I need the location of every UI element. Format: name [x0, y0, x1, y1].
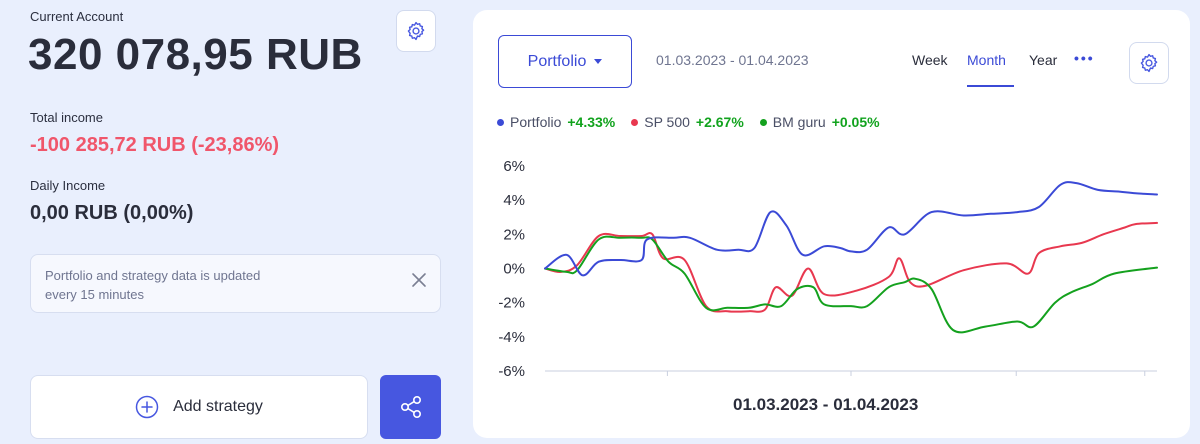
y-tick-label: 0% [503, 261, 525, 278]
more-options-button[interactable]: ••• [1074, 50, 1095, 66]
legend-dot-bmguru [759, 118, 767, 126]
date-range: 01.03.2023 - 01.04.2023 [656, 52, 809, 68]
share-button[interactable] [380, 375, 441, 439]
daily-income-label: Daily Income [30, 178, 106, 193]
series-line-sp-500 [544, 221, 1158, 313]
legend-dot-sp500 [631, 118, 639, 126]
account-settings-button[interactable] [396, 10, 436, 52]
account-summary: Current Account 320 078,95 RUB Total inc… [0, 0, 460, 444]
legend-change: +4.33% [567, 114, 616, 130]
legend-change: +0.05% [831, 114, 880, 130]
update-notice: Portfolio and strategy data is updated e… [30, 254, 441, 313]
gear-icon [1140, 53, 1158, 73]
gear-icon [407, 21, 425, 41]
notice-line-1: Portfolio and strategy data is updated [45, 268, 261, 283]
share-icon [400, 395, 421, 418]
series-line-portfolio [544, 181, 1158, 277]
plus-circle-icon [135, 395, 159, 419]
legend-item-portfolio[interactable]: Portfolio +4.33% [497, 114, 615, 130]
performance-chart: 6% 4% 2% 0% -2% -4% -6% [498, 158, 1158, 380]
y-tick-label: 2% [503, 226, 525, 243]
series-line-bm-guru [544, 235, 1158, 334]
notice-close-button[interactable] [408, 269, 430, 291]
chart-settings-button[interactable] [1129, 42, 1169, 84]
y-tick-label: 4% [503, 192, 525, 209]
chevron-down-icon [594, 59, 603, 64]
total-income-value: -100 285,72 RUB (-23,86%) [30, 134, 280, 156]
total-income-label: Total income [30, 110, 103, 125]
portfolio-dropdown[interactable]: Portfolio [498, 35, 632, 88]
legend-item-bmguru[interactable]: BM guru +0.05% [759, 114, 880, 130]
chart-legend: Portfolio +4.33% SP 500 +2.67% BM guru +… [497, 114, 880, 130]
tab-week[interactable]: Week [912, 52, 948, 68]
chart-panel: Portfolio 01.03.2023 - 01.04.2023 Week M… [473, 10, 1190, 438]
add-strategy-label: Add strategy [173, 398, 263, 415]
legend-name: Portfolio [510, 114, 562, 130]
current-account-value: 320 078,95 RUB [28, 30, 363, 79]
close-icon [412, 273, 426, 287]
y-tick-label: 6% [503, 158, 525, 175]
x-axis-range-label: 01.03.2023 - 01.04.2023 [733, 395, 919, 414]
y-tick-label: -2% [498, 295, 525, 312]
notice-text: Portfolio and strategy data is updated e… [45, 266, 335, 304]
daily-income-value: 0,00 RUB (0,00%) [30, 202, 194, 224]
portfolio-dropdown-label: Portfolio [527, 52, 587, 70]
legend-dot-portfolio [497, 118, 504, 126]
legend-change: +2.67% [695, 114, 744, 130]
add-strategy-button[interactable]: Add strategy [30, 375, 368, 439]
legend-item-sp500[interactable]: SP 500 +2.67% [631, 114, 744, 130]
legend-name: SP 500 [644, 114, 690, 130]
tab-month[interactable]: Month [967, 52, 1006, 68]
y-tick-label: -6% [498, 363, 525, 380]
y-tick-label: -4% [498, 329, 525, 346]
tab-year[interactable]: Year [1029, 52, 1058, 68]
current-account-label: Current Account [30, 9, 124, 24]
active-tab-indicator [967, 85, 1014, 87]
notice-line-2: every 15 minutes [45, 287, 144, 302]
legend-name: BM guru [772, 114, 826, 130]
